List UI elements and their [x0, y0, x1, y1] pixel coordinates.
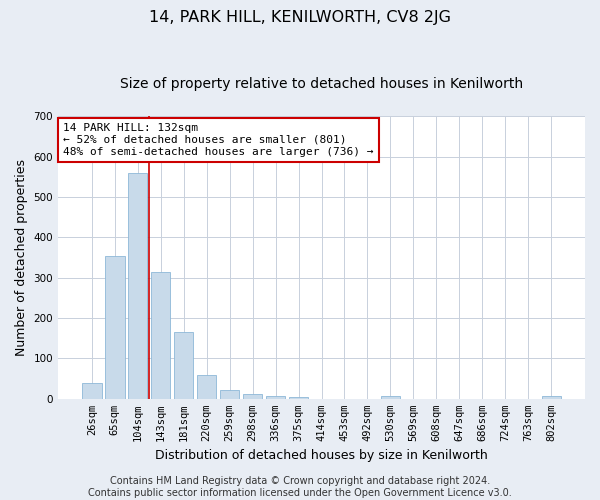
- Bar: [174, 332, 193, 399]
- Text: Contains HM Land Registry data © Crown copyright and database right 2024.
Contai: Contains HM Land Registry data © Crown c…: [88, 476, 512, 498]
- Text: 14 PARK HILL: 132sqm
← 52% of detached houses are smaller (801)
48% of semi-deta: 14 PARK HILL: 132sqm ← 52% of detached h…: [64, 124, 374, 156]
- Bar: [243, 394, 262, 399]
- Bar: [289, 397, 308, 399]
- Bar: [151, 272, 170, 399]
- Bar: [266, 396, 286, 399]
- Bar: [197, 374, 217, 399]
- Bar: [82, 382, 101, 399]
- Title: Size of property relative to detached houses in Kenilworth: Size of property relative to detached ho…: [120, 78, 523, 92]
- Bar: [128, 173, 148, 399]
- Y-axis label: Number of detached properties: Number of detached properties: [15, 159, 28, 356]
- Bar: [220, 390, 239, 399]
- Text: 14, PARK HILL, KENILWORTH, CV8 2JG: 14, PARK HILL, KENILWORTH, CV8 2JG: [149, 10, 451, 25]
- X-axis label: Distribution of detached houses by size in Kenilworth: Distribution of detached houses by size …: [155, 450, 488, 462]
- Bar: [105, 256, 125, 399]
- Bar: [542, 396, 561, 399]
- Bar: [380, 396, 400, 399]
